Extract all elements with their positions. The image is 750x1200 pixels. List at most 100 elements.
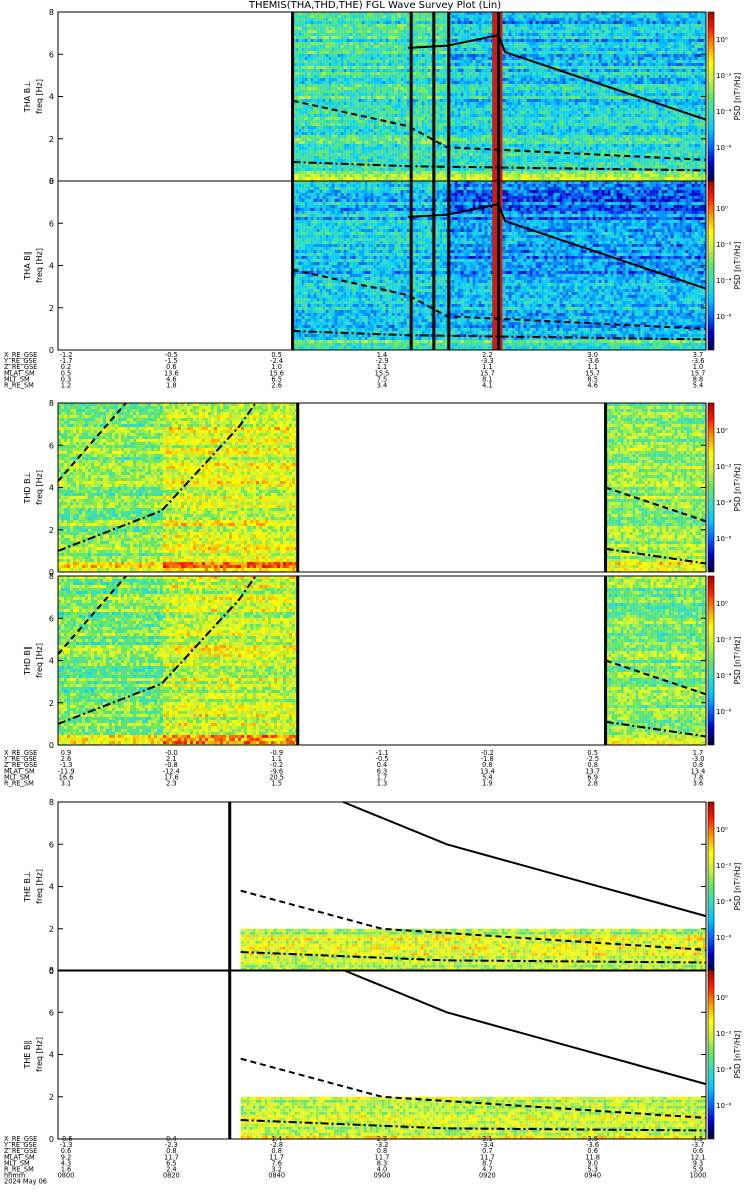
ephemeris-value: 1.3 bbox=[377, 780, 388, 788]
colorbar-tick-label: 10⁻⁶ bbox=[716, 313, 732, 321]
colorbar bbox=[708, 576, 714, 745]
spectrogram bbox=[241, 1097, 706, 1139]
colorbar-tick-label: 10⁻⁴ bbox=[716, 108, 732, 116]
y-axis-label: freq [Hz] bbox=[35, 470, 44, 505]
colorbar-tick-label: 10⁻⁴ bbox=[716, 672, 732, 680]
ephemeris-value: 3.1 bbox=[61, 780, 72, 788]
y-tick-label: 0 bbox=[49, 346, 54, 355]
colorbar-tick-label: 10⁰ bbox=[716, 826, 728, 834]
colorbar-tick-label: 10⁻⁶ bbox=[716, 708, 732, 716]
y-tick-label: 6 bbox=[49, 614, 54, 623]
spectrogram bbox=[58, 403, 706, 572]
y-tick-label: 8 bbox=[49, 177, 54, 186]
colorbar-label: PSD [nT²/Hz] bbox=[733, 73, 742, 121]
y-axis-label: freq [Hz] bbox=[35, 869, 44, 904]
y-axis-label: freq [Hz] bbox=[35, 1037, 44, 1072]
y-tick-label: 4 bbox=[49, 93, 54, 102]
solid-fit-line bbox=[343, 970, 706, 1084]
y-tick-label: 8 bbox=[49, 399, 54, 408]
ephemeris-value: 2.8 bbox=[587, 780, 598, 788]
ephemeris-value: 4.1 bbox=[482, 382, 493, 390]
colorbar bbox=[708, 181, 714, 350]
ephemeris-label: R_RE_SM bbox=[4, 780, 34, 788]
colorbar-tick-label: 10⁻² bbox=[716, 72, 732, 80]
y-tick-label: 6 bbox=[49, 50, 54, 59]
y-tick-label: 6 bbox=[49, 840, 54, 849]
colorbar-tick-label: 10⁻² bbox=[716, 463, 732, 471]
colorbar-tick-label: 10⁻⁴ bbox=[716, 499, 732, 507]
y-tick-label: 2 bbox=[49, 925, 54, 934]
spectrogram bbox=[58, 576, 706, 745]
y-tick-label: 4 bbox=[49, 1051, 54, 1060]
colorbar-label: PSD [nT²/Hz] bbox=[733, 464, 742, 512]
colorbar-tick-label: 10⁻² bbox=[716, 862, 732, 870]
colorbar bbox=[708, 970, 714, 1139]
ephemeris-value: 5.4 bbox=[693, 382, 704, 390]
panel-label: THE B∥ bbox=[23, 1041, 32, 1070]
y-tick-label: 0 bbox=[49, 741, 54, 750]
y-tick-label: 8 bbox=[49, 966, 54, 975]
ephemeris-value: 3.4 bbox=[377, 382, 388, 390]
ephemeris-value: 0900 bbox=[374, 1172, 391, 1180]
y-tick-label: 6 bbox=[49, 219, 54, 228]
ephemeris-label: R_RE_SM bbox=[4, 382, 34, 390]
ephemeris-value: 0920 bbox=[479, 1172, 496, 1180]
colorbar-tick-label: 10⁻² bbox=[716, 1030, 732, 1038]
spectrogram bbox=[241, 929, 706, 971]
ephemeris-value: 0820 bbox=[163, 1172, 180, 1180]
colorbar-tick-label: 10⁻⁴ bbox=[716, 277, 732, 285]
ephemeris-block: X_RE_GSE -1.2 -0.5 0.5 1.4 2.2 3.0 3.7Y_RE_GSE -… bbox=[3, 351, 705, 390]
wave-survey-chart: 02468THA B⊥ freq [Hz]10⁰10⁻²10⁻⁴10⁻⁶PSD [… bbox=[0, 0, 750, 1200]
colorbar bbox=[708, 12, 714, 181]
ephemeris-value: 2.6 bbox=[271, 382, 282, 390]
colorbar-tick-label: 10⁻⁶ bbox=[716, 934, 732, 942]
panel-label: THE B⊥ bbox=[23, 871, 32, 903]
colorbar-tick-label: 10⁰ bbox=[716, 205, 728, 213]
panel-label: THA B∥ bbox=[23, 251, 32, 280]
colorbar-label: PSD [nT²/Hz] bbox=[733, 863, 742, 911]
y-tick-label: 2 bbox=[49, 526, 54, 535]
ephemeris-value: 1.2 bbox=[61, 382, 72, 390]
colorbar-tick-label: 10⁻⁴ bbox=[716, 898, 732, 906]
y-tick-label: 6 bbox=[49, 1008, 54, 1017]
ephemeris-value: 0840 bbox=[268, 1172, 285, 1180]
colorbar-tick-label: 10⁻⁶ bbox=[716, 144, 732, 152]
panel-label: THD B⊥ bbox=[23, 471, 32, 504]
ephemeris-label: 2024 May 06 bbox=[4, 1178, 47, 1186]
colorbar-label: PSD [nT²/Hz] bbox=[733, 242, 742, 290]
y-tick-label: 0 bbox=[49, 1135, 54, 1144]
colorbar-tick-label: 10⁰ bbox=[716, 427, 728, 435]
colorbar-tick-label: 10⁻⁶ bbox=[716, 535, 732, 543]
solid-fit-line bbox=[343, 802, 706, 916]
y-axis-label: freq [Hz] bbox=[35, 79, 44, 114]
y-axis-label: freq [Hz] bbox=[35, 643, 44, 678]
ephemeris-value: 3.6 bbox=[693, 780, 704, 788]
y-tick-label: 2 bbox=[49, 1093, 54, 1102]
colorbar-tick-label: 10⁻² bbox=[716, 636, 732, 644]
y-tick-label: 8 bbox=[49, 798, 54, 807]
ephemeris-value: 1.9 bbox=[482, 780, 493, 788]
colorbar-tick-label: 10⁰ bbox=[716, 994, 728, 1002]
colorbar-tick-label: 10⁻⁴ bbox=[716, 1066, 732, 1074]
y-tick-label: 8 bbox=[49, 8, 54, 17]
y-tick-label: 4 bbox=[49, 262, 54, 271]
y-tick-label: 2 bbox=[49, 304, 54, 313]
ephemeris-value: 0940 bbox=[584, 1172, 601, 1180]
colorbar-tick-label: 10⁻⁶ bbox=[716, 1102, 732, 1110]
colorbar bbox=[708, 802, 714, 971]
ephemeris-value: 1.8 bbox=[166, 382, 177, 390]
ephemeris-block: X_RE_GSE -0.6 0.4 1.4 2.3 3.1 3.8 4.5Y_RE_GSE -1… bbox=[3, 1135, 706, 1186]
colorbar-label: PSD [nT²/Hz] bbox=[733, 637, 742, 685]
ephemeris-value: 4.6 bbox=[587, 382, 598, 390]
y-tick-label: 4 bbox=[49, 484, 54, 493]
panel-label: THA B⊥ bbox=[23, 81, 32, 113]
colorbar-tick-label: 10⁻² bbox=[716, 241, 732, 249]
ephemeris-value: 0800 bbox=[58, 1172, 75, 1180]
y-tick-label: 2 bbox=[49, 699, 54, 708]
